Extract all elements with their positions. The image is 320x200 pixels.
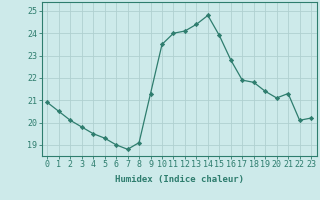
X-axis label: Humidex (Indice chaleur): Humidex (Indice chaleur) <box>115 175 244 184</box>
